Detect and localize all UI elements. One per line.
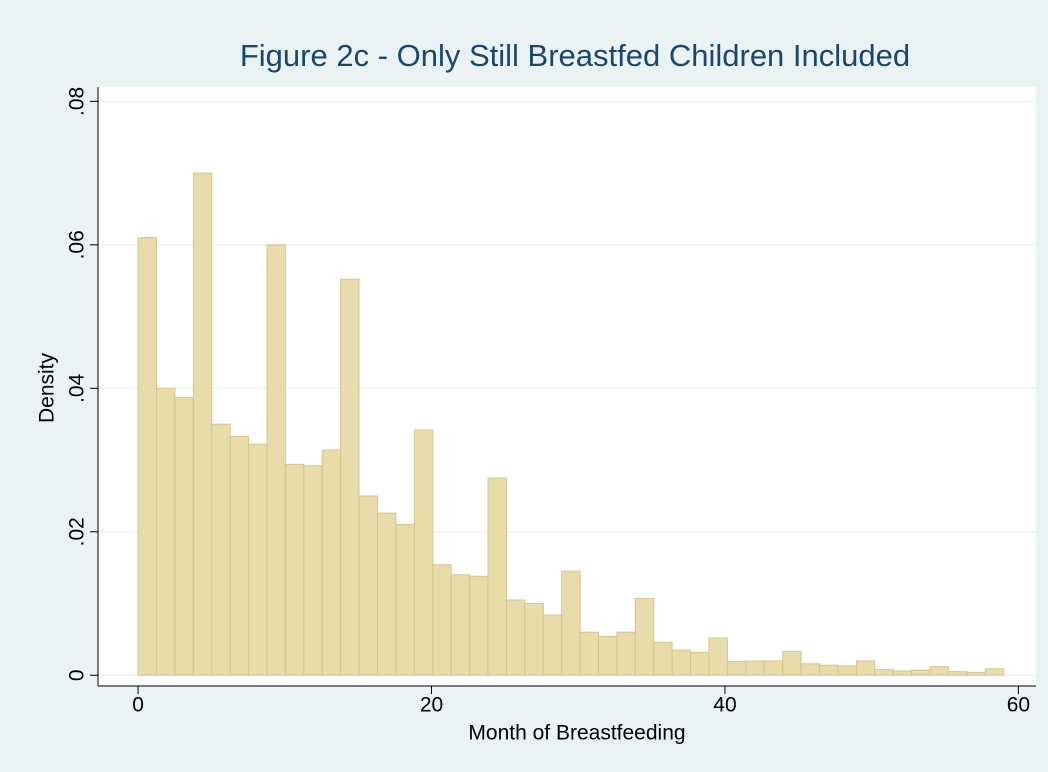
y-tick-label: 0 [66,669,89,681]
bar [192,172,213,676]
bar [690,651,710,676]
bar [800,663,821,676]
y-tick-label: .04 [66,373,89,403]
bar [340,278,360,676]
bar [377,512,397,676]
chart-title: Figure 2c - Only Still Breastfed Childre… [240,38,910,73]
y-tick-label: .06 [66,230,89,259]
bar [984,668,1005,676]
bar [413,429,434,676]
bar [432,564,452,676]
bar [469,575,489,676]
y-tick-label: .08 [66,87,89,116]
bar [782,651,802,676]
bar [653,641,673,676]
bar [947,671,968,676]
bar [966,671,986,676]
bar [211,423,231,676]
y-axis-label: Density [36,352,59,423]
bar [874,669,894,676]
bar [156,387,176,676]
bar [229,435,250,676]
bar [303,465,323,676]
bar [671,649,692,676]
bar [726,661,747,676]
bar [708,637,728,676]
bar [745,660,765,676]
bar [837,665,857,676]
bar [911,669,931,676]
bar [542,614,563,676]
x-tick-label: 20 [420,694,443,717]
bar [137,237,158,676]
bar [819,664,839,676]
bar [358,495,379,676]
x-tick-label: 0 [132,694,144,717]
bar [892,670,913,676]
bar [450,574,471,676]
bar [855,660,876,676]
bar [284,463,305,676]
bar [395,524,415,676]
bar [174,397,194,676]
bar [597,636,618,676]
bar [579,631,599,676]
bar [487,477,507,676]
x-tick-label: 60 [1007,694,1030,717]
x-axis-label: Month of Breastfeeding [468,722,685,745]
bar [634,597,655,676]
bar [266,244,286,676]
bar [616,631,636,676]
bar [929,666,949,676]
y-tick-label: .02 [66,517,89,546]
bar [524,603,544,676]
bar [321,449,342,676]
bar [505,599,526,676]
bar [561,570,581,676]
bar [763,660,784,676]
bar [248,443,268,676]
x-tick-label: 40 [713,694,736,717]
